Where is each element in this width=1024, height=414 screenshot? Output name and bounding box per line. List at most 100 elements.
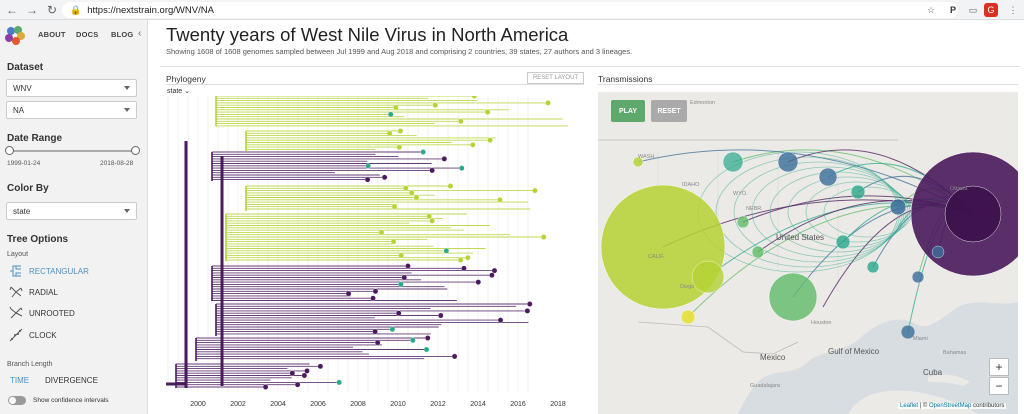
location-bubble [736, 215, 750, 229]
dataset-label: Dataset [7, 62, 44, 73]
phylogeny-divider [166, 84, 584, 85]
chevron-down-icon [124, 209, 130, 213]
date-end-handle[interactable] [131, 146, 140, 155]
play-button[interactable]: PLAY [611, 100, 645, 122]
tree-tip [374, 339, 381, 346]
location-bubble [911, 270, 925, 284]
attribution-sep: | © [918, 403, 929, 409]
date-end: 2018-08-28 [100, 160, 134, 167]
tree-tip [289, 370, 296, 376]
tree-tip [471, 96, 478, 99]
map-place-label: Houston [811, 320, 832, 326]
clock-scatter-icon [9, 328, 23, 342]
rectangular-tree-icon [10, 265, 21, 277]
collapse-sidebar-icon[interactable]: ‹ [138, 28, 142, 39]
tree-tip [317, 363, 324, 370]
location-bubble [944, 185, 1002, 243]
tree-tip [413, 194, 420, 201]
attribution-contributors: contributors [971, 403, 1005, 409]
layout-clock-label: CLOCK [29, 330, 57, 340]
star-icon[interactable]: ☆ [926, 4, 936, 15]
map-place-label: United States [776, 233, 824, 242]
tree-tip [540, 234, 547, 240]
map-place-label: NEBR. [746, 206, 763, 212]
map-place-label: Bahamas [943, 350, 966, 356]
nav-docs[interactable]: DOCS [76, 30, 99, 39]
reset-layout-button[interactable]: RESET LAYOUT [527, 72, 584, 84]
tree-tip [423, 346, 430, 353]
tree-options-label: Tree Options [7, 234, 69, 245]
location-bubble [691, 260, 725, 294]
forward-arrow-icon[interactable]: → [26, 2, 38, 17]
location-bubbles[interactable] [600, 151, 1018, 340]
layout-rectangular[interactable]: RECTANGULAR [9, 264, 89, 278]
dataset-select[interactable]: WNV [6, 79, 137, 97]
reload-icon[interactable]: ↻ [46, 2, 58, 17]
tree-tip [470, 142, 476, 148]
cuba-shape [928, 374, 970, 386]
location-bubble [680, 309, 696, 325]
tree-tip [487, 137, 493, 143]
nav-blog[interactable]: BLOG [111, 30, 134, 39]
tree-tip [432, 102, 438, 108]
axis-year-label: 2010 [390, 401, 406, 408]
map-place-label: Gulf of Mexico [828, 347, 880, 356]
tree-tip [408, 190, 415, 196]
leaflet-link[interactable]: Leaflet [900, 403, 919, 409]
zoom-in-button[interactable]: + [989, 358, 1009, 376]
subset-select[interactable]: NA [6, 101, 137, 119]
address-bar[interactable]: 🔒 https://nextstrain.org/WNV/NA [62, 2, 958, 18]
zoom-out-button[interactable]: − [989, 377, 1009, 395]
chevron-down-icon: ⌄ [184, 88, 191, 95]
map-place-label: Ottawa [950, 186, 968, 192]
tree-tips[interactable] [262, 96, 551, 390]
tree-tip [461, 265, 467, 272]
phylogeny-tree[interactable]: 2000 2002 2004 2006 2008 2010 2012 2014 2016 2018 [166, 96, 584, 410]
tree-tip [389, 326, 396, 333]
axis-year-label: 2000 [190, 401, 206, 408]
branch-divergence-option[interactable]: DIVERGENCE [45, 376, 98, 385]
tree-tip [451, 353, 458, 360]
map-place-label: Edmonton [690, 100, 715, 106]
location-bubble [751, 245, 765, 259]
tree-tip [372, 328, 378, 335]
location-bubble [931, 245, 945, 259]
extension-red-icon[interactable]: G [984, 3, 998, 17]
branch-time-option[interactable]: TIME [10, 376, 30, 385]
tree-tip [475, 279, 482, 285]
tree-tip [336, 379, 342, 386]
layout-clock[interactable]: CLOCK [9, 328, 57, 342]
tree-tip [390, 238, 397, 245]
tree-color-dropdown[interactable]: state ⌄ [167, 87, 190, 95]
tree-tip [391, 203, 398, 210]
reset-map-button[interactable]: RESET [651, 100, 687, 122]
confidence-toggle[interactable] [8, 396, 26, 405]
osm-link[interactable]: OpenStreetMap [929, 403, 972, 409]
location-bubble [632, 156, 644, 168]
url-text: https://nextstrain.org/WNV/NA [87, 4, 214, 16]
transmission-arc [769, 171, 907, 253]
layout-unrooted[interactable]: UNROOTED [9, 306, 75, 320]
radial-tree-icon [9, 286, 23, 298]
location-bubble [777, 151, 799, 173]
nextstrain-logo-icon[interactable] [4, 24, 26, 46]
tree-tip [304, 368, 310, 374]
date-range-slider[interactable] [9, 150, 135, 152]
cast-icon[interactable]: ▭ [968, 4, 978, 15]
transmission-map[interactable]: Edmonton WASH. United States Mexico Gulf of … [598, 92, 1018, 414]
back-arrow-icon[interactable]: ← [6, 2, 18, 17]
extension-p-icon[interactable]: P [949, 5, 956, 15]
nav-about[interactable]: ABOUT [38, 30, 66, 39]
date-start-handle[interactable] [5, 146, 14, 155]
axis-year-label: 2014 [470, 401, 486, 408]
land-shape [598, 92, 1018, 414]
color-by-value: state [13, 206, 31, 216]
tree-tip [397, 128, 404, 134]
tree-tip [262, 384, 269, 390]
menu-dots-icon[interactable]: ⋮ [1008, 4, 1018, 15]
axis-year-label: 2006 [310, 401, 326, 408]
layout-radial[interactable]: RADIAL [9, 285, 58, 299]
map-canvas: Edmonton WASH. United States Mexico Gulf of … [598, 92, 1018, 414]
color-by-select[interactable]: state [6, 202, 137, 220]
tree-tip [372, 288, 379, 295]
